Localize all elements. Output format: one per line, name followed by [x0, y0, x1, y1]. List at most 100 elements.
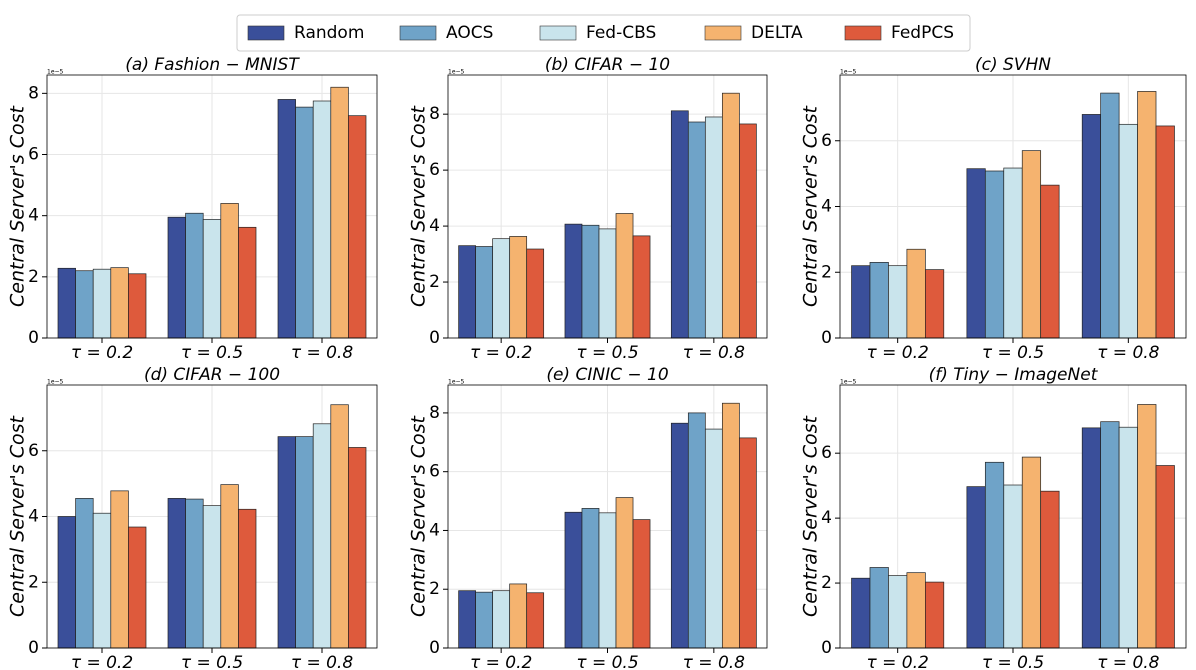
legend-box — [236, 14, 971, 52]
y-tick-label: 8 — [429, 403, 440, 423]
y-tick-label: 0 — [429, 328, 440, 348]
bar — [906, 572, 926, 649]
y-tick-label: 2 — [429, 579, 440, 599]
bar — [348, 115, 367, 339]
legend-label: FedPCS — [891, 23, 954, 43]
bar — [984, 461, 1005, 649]
bar — [1155, 465, 1175, 649]
y-tick-label: 8 — [28, 83, 39, 103]
bar — [128, 526, 147, 649]
offset-label: 1e−5 — [448, 69, 465, 76]
legend-swatch — [247, 25, 285, 41]
offset-label: 1e−5 — [840, 379, 857, 386]
bar — [1100, 421, 1120, 649]
bar — [202, 218, 222, 339]
bar — [581, 508, 600, 649]
x-tick-label: τ = 0.5 — [576, 343, 638, 363]
chart-title: (d) CIFAR − 100 — [144, 365, 280, 385]
x-tick-label: τ = 0.2 — [867, 343, 929, 363]
bar — [1118, 426, 1138, 649]
offset-label: 1e−5 — [840, 69, 857, 76]
x-tick-label: τ = 0.5 — [576, 653, 638, 670]
bar — [75, 498, 94, 649]
bar — [721, 92, 740, 339]
x-tick-label: τ = 0.8 — [291, 343, 354, 363]
y-tick-label: 6 — [429, 160, 440, 180]
bar — [1155, 125, 1175, 339]
bar — [721, 402, 740, 649]
bar — [202, 505, 222, 649]
bar — [128, 273, 147, 339]
y-tick-label: 4 — [429, 216, 440, 236]
chart-title: (a) Fashion − MNIST — [125, 55, 300, 75]
bar — [615, 213, 634, 339]
bar — [1003, 167, 1023, 339]
bar — [564, 511, 583, 649]
bar — [739, 123, 757, 339]
y-tick-label: 6 — [28, 145, 39, 165]
bar — [526, 248, 545, 339]
bar — [330, 404, 349, 649]
bar — [509, 236, 528, 339]
y-tick-label: 2 — [821, 262, 832, 282]
bar — [984, 170, 1005, 339]
bar — [1021, 456, 1042, 649]
y-tick-label: 6 — [429, 462, 440, 482]
chart-title: (f) Tiny − ImageNet — [929, 365, 1099, 385]
bar — [509, 583, 528, 649]
plot-frame — [46, 74, 378, 339]
bar — [348, 447, 367, 649]
bar — [92, 512, 112, 649]
bar — [110, 267, 129, 339]
bar — [739, 437, 757, 649]
bar — [1137, 91, 1157, 339]
bar — [966, 168, 986, 339]
bar — [220, 203, 239, 339]
y-tick-label: 4 — [821, 508, 832, 528]
y-tick-label: 4 — [28, 507, 39, 527]
y-tick-label: 0 — [28, 638, 39, 658]
legend-swatch — [704, 25, 742, 41]
y-tick-label: 4 — [28, 206, 39, 226]
legend-label: AOCS — [446, 23, 493, 43]
y-tick-label: 0 — [821, 328, 832, 348]
y-tick-label: 6 — [28, 441, 39, 461]
bar — [458, 590, 476, 649]
bar — [906, 248, 926, 339]
chart-title: (b) CIFAR − 10 — [545, 55, 670, 75]
bar — [185, 212, 204, 339]
bar — [312, 423, 332, 649]
x-tick-label: τ = 0.5 — [982, 653, 1044, 670]
x-tick-label: τ = 0.2 — [71, 653, 133, 670]
bar — [632, 235, 651, 339]
bar — [1040, 184, 1060, 339]
y-axis-label: Central Server's Cost — [800, 414, 822, 616]
bar — [492, 238, 511, 339]
y-tick-label: 6 — [821, 131, 832, 151]
bar — [704, 428, 723, 649]
bar — [92, 268, 112, 339]
bar — [1081, 114, 1102, 339]
legend-swatch — [539, 25, 577, 41]
x-tick-label: τ = 0.2 — [71, 343, 133, 363]
x-tick-label: τ = 0.5 — [181, 343, 243, 363]
y-axis-label: Central Server's Cost — [408, 104, 430, 306]
bar — [238, 226, 257, 339]
y-tick-label: 0 — [28, 328, 39, 348]
x-tick-label: τ = 0.8 — [291, 653, 354, 670]
plot-frame — [46, 384, 378, 649]
y-tick-label: 4 — [429, 520, 440, 540]
bar — [581, 224, 600, 339]
bar — [704, 116, 723, 339]
y-tick-label: 2 — [28, 572, 39, 592]
bar — [185, 498, 204, 649]
y-tick-label: 0 — [429, 638, 440, 658]
x-tick-label: τ = 0.8 — [683, 653, 746, 670]
bar — [277, 436, 296, 649]
bar — [670, 422, 689, 649]
bar — [475, 591, 494, 649]
y-axis-label: Central Server's Cost — [408, 414, 430, 616]
offset-label: 1e−5 — [47, 379, 64, 386]
offset-label: 1e−5 — [448, 379, 465, 386]
plot-frame — [447, 74, 768, 339]
